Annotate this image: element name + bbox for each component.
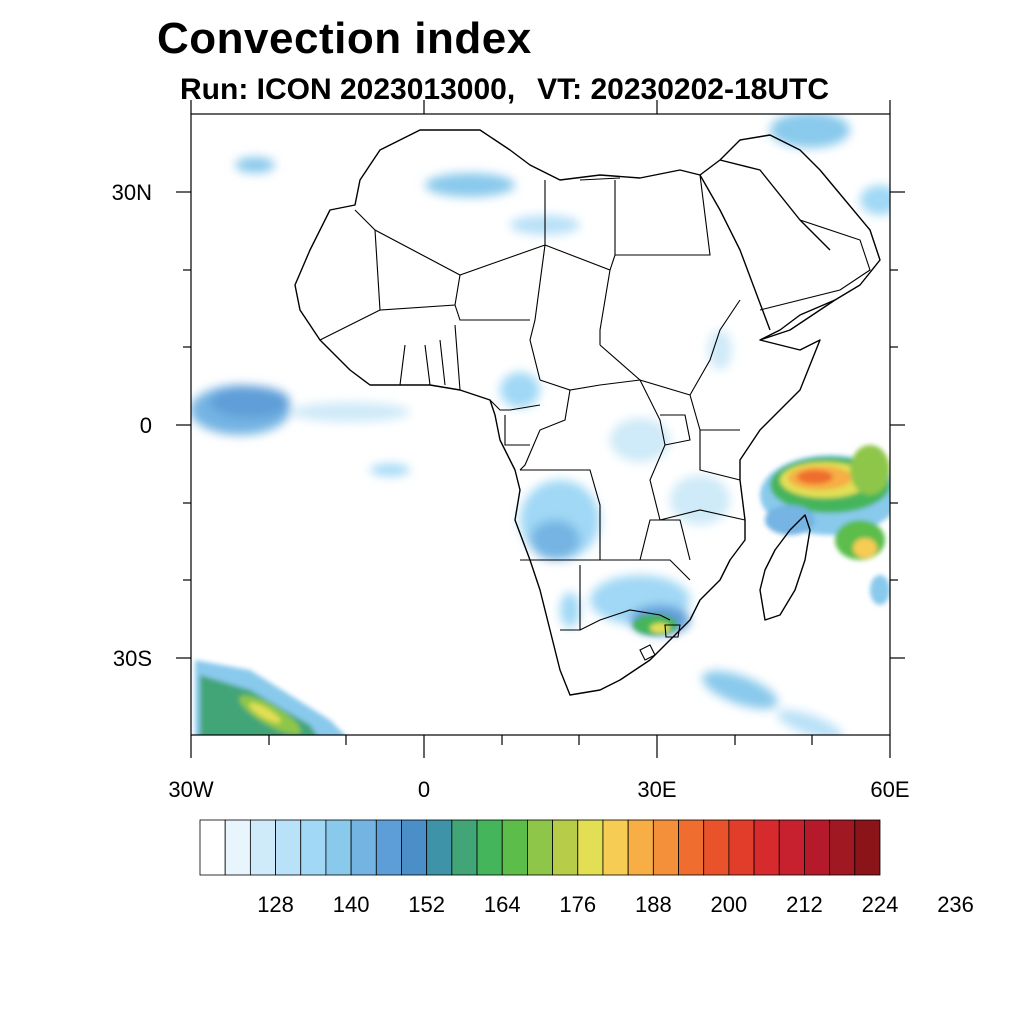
convection-patches-light: [191, 114, 890, 735]
colorbar-swatch: [854, 819, 881, 876]
colorbar-tick-label: 188: [635, 892, 672, 917]
colorbar-swatch: [300, 819, 327, 876]
colorbar-swatch: [753, 819, 780, 876]
colorbar-tick-label: 212: [786, 892, 823, 917]
convection-field: [191, 114, 890, 735]
colorbar-swatch: [527, 819, 553, 876]
lon-label-0: 0: [418, 777, 430, 802]
colorbar-swatch: [275, 819, 302, 876]
colorbar-swatch: [652, 819, 679, 876]
lat-label-0: 0: [140, 413, 152, 438]
colorbar-tick-label: 224: [862, 892, 899, 917]
run-label: Run: ICON 2023013000,: [180, 73, 516, 106]
colorbar-swatch: [829, 819, 856, 876]
colorbar-tick-label: 128: [257, 892, 294, 917]
colorbar-swatch: [501, 819, 528, 876]
axis-ticks: [176, 100, 905, 758]
colorbar-swatch: [577, 819, 604, 876]
colorbar-tick-label: 164: [484, 892, 521, 917]
colorbar-swatch: [426, 819, 453, 876]
colorbar-tick-label: 152: [408, 892, 445, 917]
lat-label-30n: 30N: [112, 180, 152, 205]
colorbar-swatch: [804, 819, 831, 876]
colorbar-swatch: [728, 819, 755, 876]
colorbar-tick-label: 236: [937, 892, 974, 917]
convection-cyclone-madagascar: [760, 445, 890, 605]
colorbar-swatch: [325, 819, 352, 876]
colorbar-swatch: [451, 819, 478, 876]
colorbar-tick-label: 176: [559, 892, 596, 917]
colorbar-swatch: [602, 819, 629, 876]
colorbar-labels: 128 140 152 164 176 188 200 212 224 236: [257, 892, 974, 917]
colorbar-swatch: [552, 819, 579, 876]
map-frame: [190, 113, 891, 736]
lon-label-60e: 60E: [870, 777, 909, 802]
lon-label-30w: 30W: [168, 777, 213, 802]
lon-label-30e: 30E: [637, 777, 676, 802]
chart-subtitle: Run: ICON 2023013000, VT: 20230202-18UTC: [180, 73, 829, 107]
convection-south-atlantic-band: [195, 660, 345, 735]
colorbar-tick-label: 140: [333, 892, 370, 917]
colorbar-swatch: [199, 819, 226, 876]
colorbar-swatch: [778, 819, 805, 876]
valid-time-label: VT: 20230202-18UTC: [537, 73, 829, 106]
colorbar-swatch: [476, 819, 503, 876]
colorbar-swatch: [703, 819, 730, 876]
colorbar-tick-label: 200: [711, 892, 748, 917]
colorbar-swatch: [401, 819, 428, 876]
colorbar: [199, 819, 881, 876]
colorbar-swatch: [627, 819, 654, 876]
colorbar-swatch: [350, 819, 377, 876]
colorbar-swatch: [249, 819, 276, 876]
colorbar-swatch: [224, 819, 251, 876]
lat-label-30s: 30S: [113, 646, 152, 671]
colorbar-swatch: [375, 819, 402, 876]
country-borders: [319, 174, 871, 661]
chart-title: Convection index: [157, 14, 532, 63]
colorbar-swatch: [678, 819, 705, 876]
